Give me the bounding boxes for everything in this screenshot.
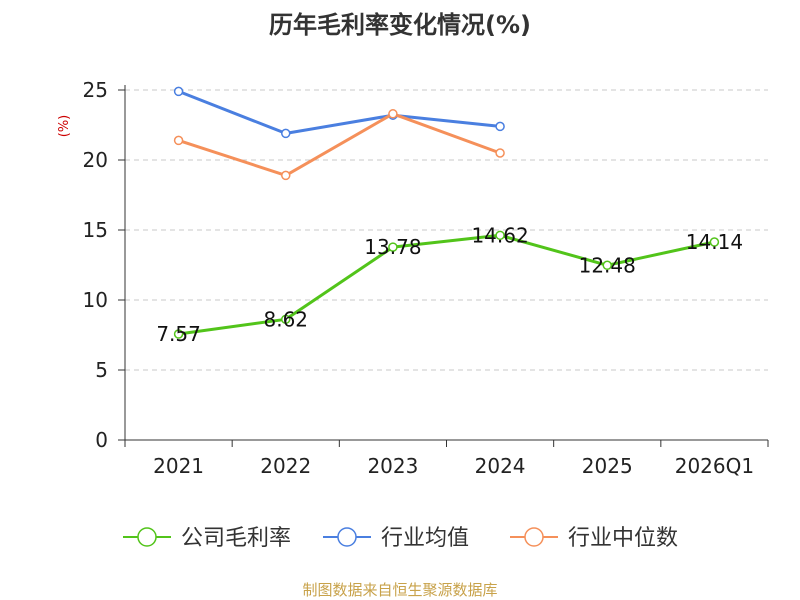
x-tick-label: 2022 [260,454,311,478]
data-point [709,237,720,247]
legend-item-1: 行业均值 [323,526,469,551]
y-tick-label: 25 [83,78,108,102]
data-point [281,128,291,139]
data-point [173,135,184,146]
data-label: 14.62 [471,223,528,247]
legend-marker [137,527,157,547]
series-0: 7.57 8.62 13.78 14.62 12.48 14.14 [156,223,743,346]
series-line [178,90,501,135]
data-point [281,314,291,325]
legend-marker [337,527,357,547]
data-point [173,86,184,97]
grid-lines [125,89,768,371]
data-label: 8.62 [263,307,308,331]
series-1 [173,86,505,139]
data-point [173,329,184,339]
series-2 [173,109,505,181]
data-point [495,230,505,241]
data-point [388,109,398,119]
legend-marker [524,527,544,547]
data-point [495,148,505,158]
chart-title: 历年毛利率变化情况(%) [269,11,531,39]
series-line [178,112,501,177]
data-point [281,170,291,181]
y-tick-label: 0 [95,428,108,452]
data-label: 14.14 [686,230,743,254]
x-tick-label: 2021 [153,454,204,478]
legend-item-2: 行业中位数 [510,526,678,551]
series-layer: 7.57 8.62 13.78 14.62 12.48 14.14 [156,86,743,346]
legend-label: 行业均值 [381,526,469,551]
data-point [388,242,398,252]
data-point [602,260,612,271]
data-point [495,121,505,132]
x-tick-label: 2026Q1 [675,454,754,478]
legend: 公司毛利率 行业均值 行业中位数 [123,526,678,551]
y-tick-label: 15 [83,218,108,242]
y-tick-label: 10 [83,288,108,312]
y-tick-label: 20 [83,148,108,172]
legend-label: 行业中位数 [568,526,678,551]
data-label: 12.48 [579,253,636,277]
x-tick-label: 2024 [475,454,526,478]
legend-label: 公司毛利率 [181,526,291,551]
x-tick-label: 2023 [367,454,418,478]
series-line [178,233,715,336]
data-label: 7.57 [156,322,201,346]
y-axis-label: (%) [57,115,72,138]
x-tick-label: 2025 [582,454,633,478]
y-tick-label: 5 [95,358,108,382]
source-note: 制图数据来自恒生聚源数据库 [302,581,497,599]
data-label: 13.78 [364,235,421,259]
legend-item-0: 公司毛利率 [123,526,291,551]
